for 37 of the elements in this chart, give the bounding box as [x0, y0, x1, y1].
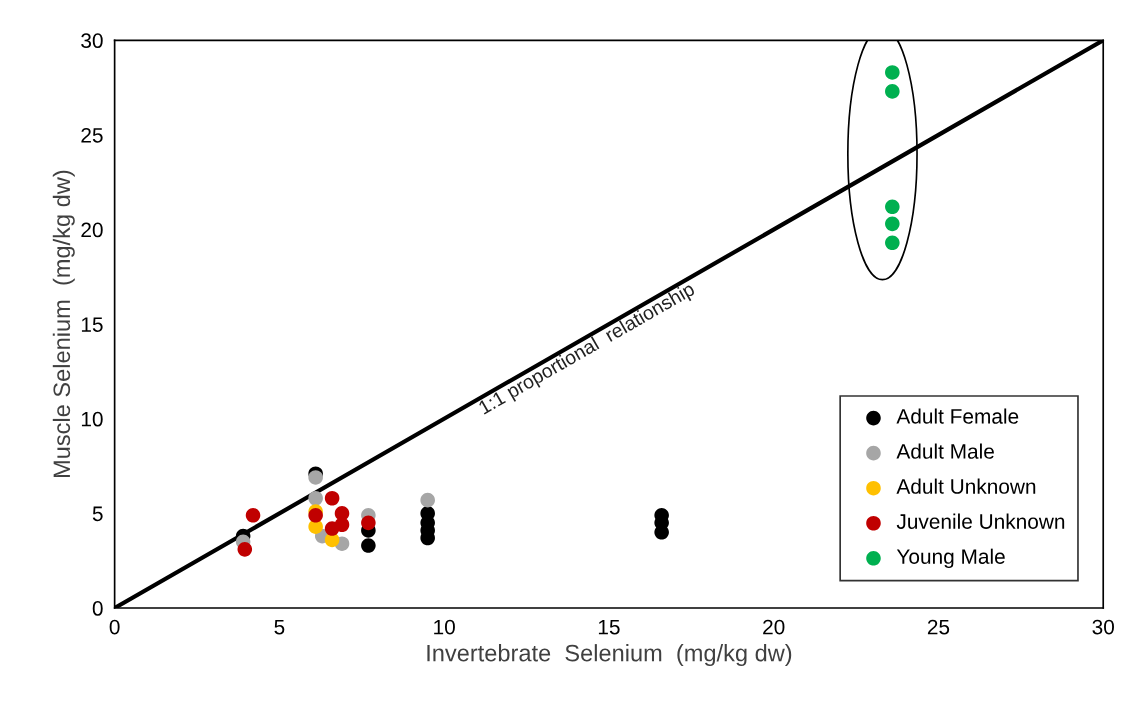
point — [885, 235, 900, 251]
x-tick-label: 25 — [927, 619, 950, 635]
legend-label: Adult Male — [896, 443, 994, 459]
point — [885, 199, 900, 215]
y-tick-label: 25 — [81, 127, 103, 143]
x-tick-label: 10 — [434, 619, 455, 635]
legend-label: Adult Unknown — [896, 478, 1036, 494]
x-tick-label: 30 — [1092, 619, 1114, 635]
y-tick-label: 30 — [81, 33, 103, 49]
x-tick-label: 0 — [109, 619, 120, 635]
point — [654, 525, 669, 540]
point — [361, 515, 376, 531]
point — [361, 538, 376, 553]
y-tick-label: 15 — [81, 317, 103, 332]
point — [324, 490, 340, 506]
y-tick-label: 5 — [92, 506, 103, 522]
point — [245, 508, 261, 523]
point — [237, 542, 253, 557]
point — [308, 470, 323, 485]
x-tick-label: 5 — [274, 619, 285, 635]
legend-label: Juvenile Unknown — [896, 513, 1065, 529]
x-tick-label: 20 — [763, 619, 785, 635]
legend-label: Young Male — [896, 548, 1005, 569]
y-tick-label: 0 — [92, 601, 103, 616]
point — [885, 216, 900, 232]
x-tick-label: 15 — [598, 619, 620, 635]
y-tick-label: 20 — [81, 222, 103, 238]
point — [885, 65, 900, 80]
point — [308, 508, 323, 523]
point — [324, 521, 340, 536]
y-axis-title: Muscle Selenium (mg/kg dw) — [52, 170, 75, 478]
legend-label: Adult Female — [896, 408, 1019, 424]
point — [420, 492, 435, 508]
point — [308, 490, 323, 506]
point — [885, 84, 900, 99]
y-tick-label: 10 — [81, 411, 103, 427]
x-axis-title: Invertebrate Selenium (mg/kg dw) — [427, 644, 792, 667]
